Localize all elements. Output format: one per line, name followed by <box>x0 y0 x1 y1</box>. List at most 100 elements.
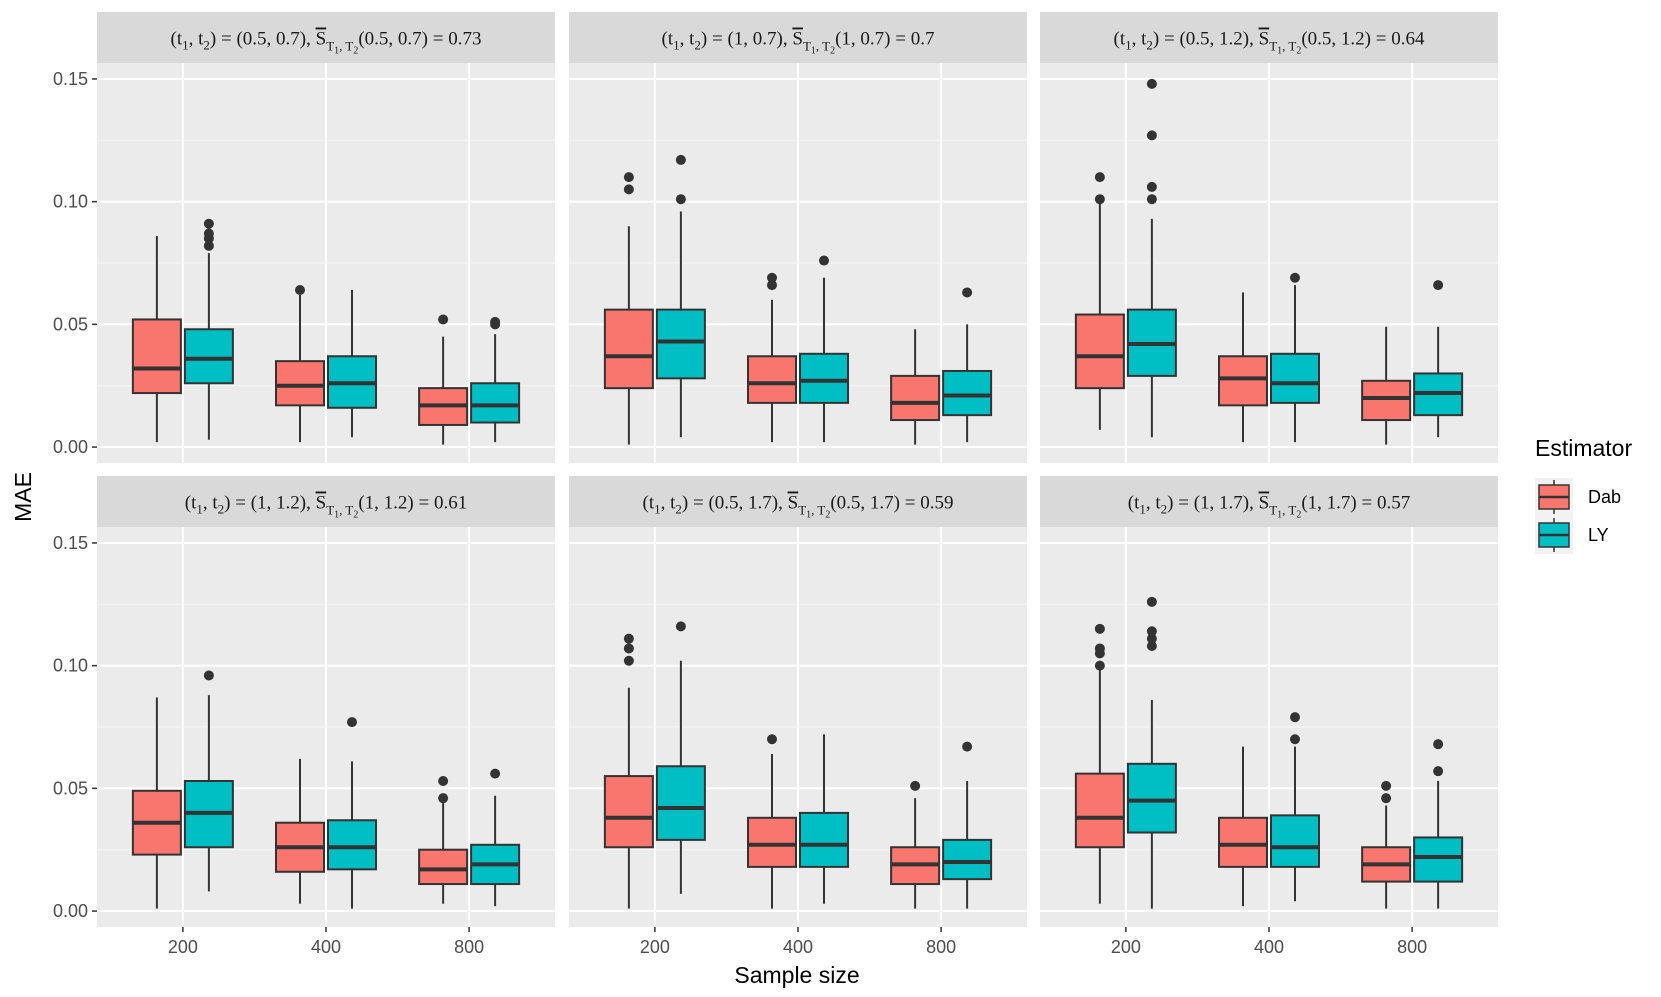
boxplot-dab <box>1218 292 1268 443</box>
outlier-point <box>1094 623 1105 634</box>
box-body <box>747 355 797 404</box>
outlier-point <box>1381 793 1392 804</box>
outlier-point <box>438 793 449 804</box>
box-body <box>603 308 654 390</box>
strip-s-bar: S <box>788 493 799 514</box>
box-body <box>747 816 797 868</box>
strip-part: (0.5, 1.2) = 0.64 <box>1301 29 1425 50</box>
boxplot-ly <box>799 734 849 904</box>
boxplot-dab <box>418 314 469 445</box>
boxplot-ly <box>470 768 521 907</box>
boxplot-ly <box>470 316 521 443</box>
strip-s-bar: S <box>792 29 803 50</box>
box-body <box>1218 355 1268 407</box>
outlier-point <box>962 287 973 298</box>
x-tick-label: 200 <box>168 937 198 957</box>
boxplot-ly <box>183 670 234 892</box>
strip-subscript: T <box>798 503 806 518</box>
strip-part: , t <box>661 493 677 514</box>
strip-s-bar: S <box>1259 29 1270 50</box>
outlier-point <box>1146 641 1157 652</box>
strip-subscript: 1 <box>1277 510 1282 521</box>
boxplot-dab <box>131 697 182 909</box>
box-body <box>183 328 234 385</box>
box-body <box>1270 814 1320 868</box>
facet-strip <box>1040 12 1498 63</box>
facet-strip <box>97 476 555 527</box>
strip-subscript: 2 <box>1296 46 1301 57</box>
panel-3: (t1, t2) = (0.5, 1.2), ST1, T2(0.5, 1.2)… <box>1040 12 1498 463</box>
y-axis-title: MAE <box>10 472 36 522</box>
legend-items: Dab LY <box>1535 478 1621 554</box>
box-body <box>470 382 521 424</box>
boxplot-dab <box>747 734 797 909</box>
strip-part: (t <box>1114 29 1126 50</box>
boxplot-ly <box>1126 78 1177 438</box>
x-tick-label: 200 <box>640 937 670 957</box>
strip-part: , t <box>1146 493 1162 514</box>
outlier-point <box>910 780 921 791</box>
facet-strip <box>1040 476 1498 527</box>
box-body <box>942 838 993 881</box>
boxplot-ly <box>327 717 377 909</box>
strip-subscript: 1 <box>1125 38 1132 53</box>
strip-subscript: 1 <box>806 510 811 521</box>
y-tick-label: 0.15 <box>53 69 88 89</box>
boxplot-dab <box>747 272 797 443</box>
strip-part: (1, 1.7) = 0.57 <box>1301 493 1410 514</box>
boxplot-dab <box>131 236 182 443</box>
strip-part: (t <box>1128 493 1140 514</box>
outlier-point <box>203 670 214 681</box>
strip-s-bar: S <box>1259 493 1270 514</box>
strip-subscript: 2 <box>218 502 225 517</box>
facet-strip-label: (t1, t2) = (0.5, 1.2), ST1, T2(0.5, 1.2)… <box>1114 29 1425 57</box>
x-axis-title: Sample size <box>734 962 859 988</box>
outlier-point <box>675 194 686 205</box>
boxplot-ly <box>1270 272 1320 443</box>
outlier-point <box>1433 280 1444 291</box>
legend-label: LY <box>1588 525 1609 545</box>
outlier-point <box>203 240 214 251</box>
strip-subscript: 1 <box>196 502 203 517</box>
facet-strip <box>97 12 555 63</box>
strip-part: (t <box>185 493 197 514</box>
boxplot-ly <box>1270 712 1320 902</box>
panel-5: (t1, t2) = (0.5, 1.7), ST1, T2(0.5, 1.7)… <box>569 476 1027 957</box>
box-body <box>275 360 325 407</box>
strip-subscript: 2 <box>830 46 835 57</box>
panels-layer: (t1, t2) = (0.5, 0.7), ST1, T2(0.5, 0.7)… <box>53 12 1498 957</box>
x-tick-label: 800 <box>454 937 484 957</box>
strip-subscript: 2 <box>1296 510 1301 521</box>
outlier-point <box>1290 734 1300 745</box>
outlier-point <box>1094 194 1105 205</box>
panel-1: (t1, t2) = (0.5, 0.7), ST1, T2(0.5, 0.7)… <box>53 12 555 463</box>
boxplot-ly <box>183 218 234 440</box>
strip-part: ) = (0.5, 1.7), <box>682 493 788 514</box>
strip-subscript: , T <box>816 39 830 54</box>
strip-subscript: 1 <box>334 510 339 521</box>
strip-subscript: , T <box>339 503 353 518</box>
strip-subscript: , T <box>339 39 353 54</box>
legend-label: Dab <box>1588 487 1621 507</box>
strip-s-bar: S <box>316 29 327 50</box>
boxplot-dab <box>1074 623 1125 904</box>
outlier-point <box>1146 194 1157 205</box>
box-body <box>799 811 849 868</box>
outlier-point <box>819 255 829 266</box>
outlier-point <box>438 775 449 786</box>
x-tick-label: 400 <box>1254 937 1284 957</box>
boxplot-ly <box>1126 596 1177 909</box>
outlier-point <box>347 717 357 728</box>
boxplot-ly <box>942 287 993 443</box>
boxplot-ly <box>1413 739 1464 909</box>
strip-subscript: 2 <box>1146 38 1153 53</box>
strip-part: , t <box>680 29 696 50</box>
strip-subscript: , T <box>1282 503 1296 518</box>
legend-item-ly: LY <box>1535 516 1609 554</box>
strip-part: ) = (1, 0.7), <box>701 29 792 50</box>
strip-part: (t <box>662 29 674 50</box>
legend-title: Estimator <box>1535 435 1632 461</box>
boxplot-dab <box>890 780 941 909</box>
box-body <box>1126 762 1177 834</box>
strip-part: (0.5, 1.7) = 0.59 <box>830 493 953 514</box>
